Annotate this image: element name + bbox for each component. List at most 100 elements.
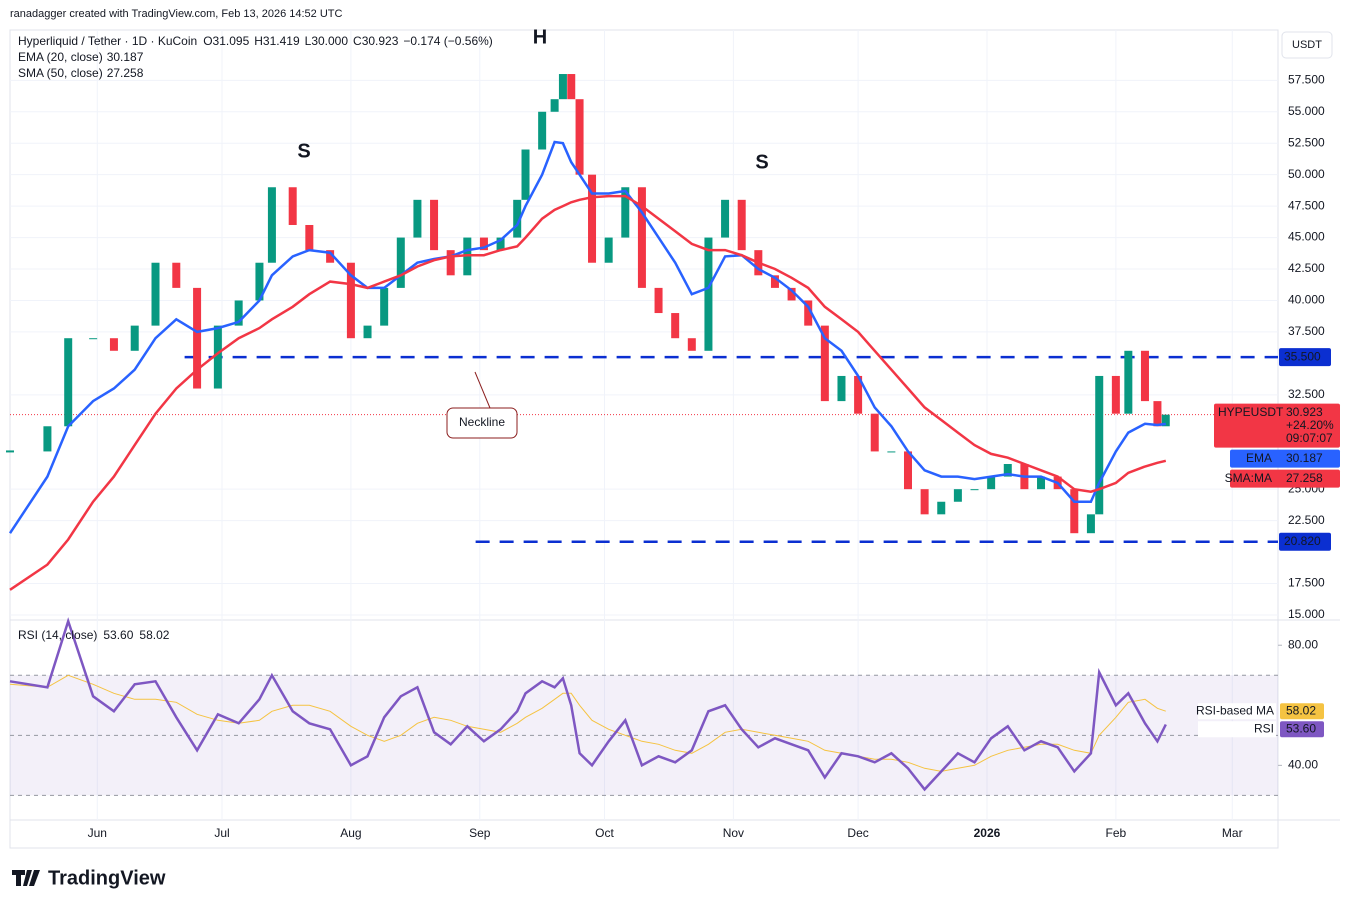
indicator-tag-name: EMA [1246,451,1272,465]
indicator-tag-name: SMA:MA [1225,471,1272,485]
candle [687,338,696,351]
x-tick-label: Aug [340,826,361,840]
x-tick-label: Jul [214,826,229,840]
indicator-tag [1280,721,1324,738]
candle [937,501,946,515]
candle [1153,401,1162,427]
candle [479,237,488,251]
candle [903,451,912,490]
ohlc-label: C [353,34,362,48]
candle [854,375,863,414]
indicator-tag-value: 27.258 [1286,471,1323,485]
candle [704,237,713,351]
candle [288,187,297,225]
indicator-tag-name-bg [1198,721,1276,738]
y-tick-label: 80.00 [1288,637,1318,651]
candle [870,413,879,452]
candle [255,262,264,301]
candle [820,325,829,402]
candle [558,74,567,100]
candle [380,287,389,326]
ohlc-value: 30.923 [362,34,399,48]
candle [151,262,160,326]
candle [588,174,597,263]
candle [1086,514,1095,534]
candle [234,300,243,326]
ohlc-label: O [203,34,212,48]
candle [193,287,202,389]
ohlc-value: 31.419 [263,34,300,48]
level-tag [1279,532,1331,551]
candle [430,199,439,251]
level-tag [1279,348,1331,367]
indicator-value: 30.187 [107,50,144,64]
candle [671,313,680,339]
ohlc-value: 31.095 [213,34,250,48]
currency-label: USDT [1292,39,1322,51]
candle [887,451,896,453]
callout-arrow [474,371,491,409]
x-tick-label: 2026 [974,826,1001,840]
y-tick-label: 40.000 [1288,293,1325,307]
x-tick-label: Jun [88,826,107,840]
indicator-tag-name: RSI [1254,721,1274,735]
y-tick-label: 55.000 [1288,104,1325,118]
candle [538,111,547,150]
indicator-tag-value: 58.02 [1286,703,1316,717]
last-price-tag [1214,403,1340,448]
pattern-label: H [533,26,547,48]
chart-layer: Jun Jul Aug Sep Oct Nov Dec 2026 Feb Mar 15.000 17.… [6,26,1340,840]
rsi-value: 53.60 [103,628,133,642]
currency-button[interactable] [1281,31,1333,59]
candle [267,187,276,263]
brand-logo [12,870,40,886]
y-tick-label: 47.500 [1288,198,1325,212]
y-tick-label: 42.500 [1288,261,1325,275]
candle [413,199,422,238]
candle [172,262,181,288]
last-price-symbol: HYPEUSDT [1218,405,1284,419]
indicator-value: 27.258 [107,66,144,80]
brand-name: TradingView [48,867,166,889]
ohlc-label: H [254,34,263,48]
candle [64,338,73,427]
x-tick-label: Dec [847,826,868,840]
candle [43,426,52,452]
y-tick-label: 40.00 [1288,758,1318,772]
candle [446,250,455,276]
level-tag-label: 35.500 [1284,349,1321,363]
candle [737,199,746,251]
ohlc-value: 30.000 [311,34,348,48]
candle [953,489,962,502]
indicator-tag-value: 53.60 [1286,721,1316,735]
x-tick-label: Nov [723,826,744,840]
y-tick-label: 57.500 [1288,72,1325,86]
candle [1111,375,1120,414]
candle [346,262,355,339]
candle [1037,476,1046,490]
last-price-value: 30.923 [1286,405,1323,419]
y-tick-label: 45.000 [1288,230,1325,244]
y-tick-label: 32.500 [1288,387,1325,401]
symbol-title: Hyperliquid / Tether · 1D · KuCoin [18,34,197,48]
candle [1095,375,1104,515]
candle [804,300,813,326]
indicator-tag [1230,469,1340,488]
ohlc-label: L [305,34,312,48]
candle [637,187,646,288]
candle [130,325,139,351]
x-tick-label: Feb [1106,826,1127,840]
x-tick-label: Oct [595,826,614,840]
candle [213,325,222,389]
y-tick-label: 50.000 [1288,167,1325,181]
y-tick-label: 37.500 [1288,324,1325,338]
candle [621,187,630,238]
candle [550,99,559,112]
indicator-line [8,140,1166,534]
candle [920,489,929,515]
candle [567,74,576,100]
candle [604,237,613,263]
